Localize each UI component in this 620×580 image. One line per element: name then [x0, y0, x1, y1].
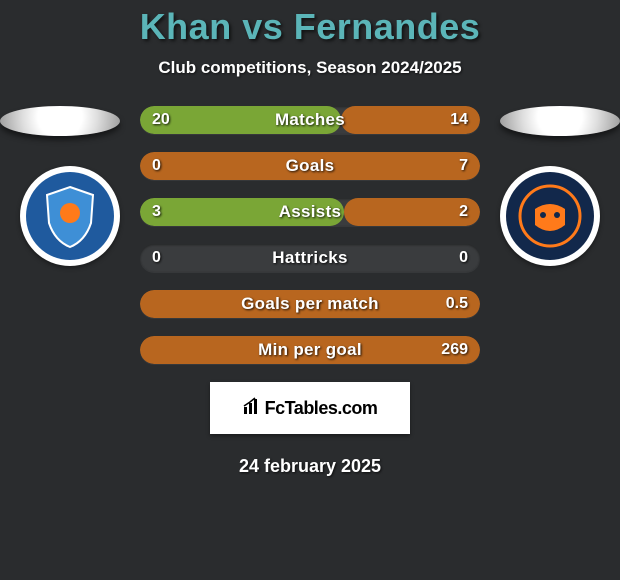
stat-label: Goals per match [140, 290, 480, 318]
shield-icon [35, 181, 105, 251]
shield-icon [515, 181, 585, 251]
stat-row: 32Assists [140, 198, 480, 226]
comparison-section: 2014Matches 07Goals 32Assists 00Hattricks 0.… [0, 106, 620, 364]
chart-icon [243, 397, 261, 420]
stat-row: 269Min per goal [140, 336, 480, 364]
stat-label: Assists [140, 198, 480, 226]
stat-label: Matches [140, 106, 480, 134]
stat-row: 00Hattricks [140, 244, 480, 272]
player-photo-left [0, 106, 120, 136]
club-badge-right [500, 166, 600, 266]
infographic-root: Khan vs Fernandes Club competitions, Sea… [0, 0, 620, 580]
stat-label: Hattricks [140, 244, 480, 272]
stat-label: Min per goal [140, 336, 480, 364]
stat-label: Goals [140, 152, 480, 180]
stat-bars: 2014Matches 07Goals 32Assists 00Hattricks 0.… [140, 106, 480, 364]
club-badge-right-inner [506, 172, 594, 260]
club-badge-left-inner [26, 172, 114, 260]
player-photo-right [500, 106, 620, 136]
stat-row: 0.5Goals per match [140, 290, 480, 318]
branding-text: FcTables.com [265, 398, 378, 419]
stat-row: 07Goals [140, 152, 480, 180]
subtitle: Club competitions, Season 2024/2025 [0, 58, 620, 78]
page-title: Khan vs Fernandes [0, 0, 620, 48]
branding-box: FcTables.com [210, 382, 410, 434]
date-text: 24 february 2025 [0, 456, 620, 477]
club-badge-left [20, 166, 120, 266]
stat-row: 2014Matches [140, 106, 480, 134]
